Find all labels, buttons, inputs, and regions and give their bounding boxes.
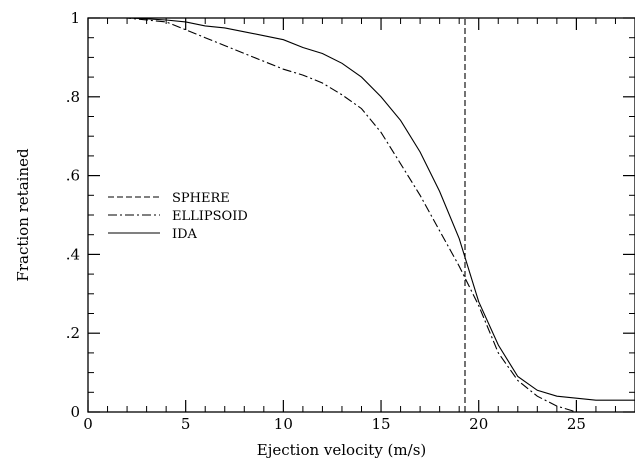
plot-frame xyxy=(87,17,635,413)
x-tick-label: 0 xyxy=(83,415,93,433)
x-tick-label: 15 xyxy=(371,415,390,433)
series-layer xyxy=(88,17,635,413)
legend-label: IDA xyxy=(172,227,198,242)
y-tick-label: 1 xyxy=(70,9,80,27)
y-axis-label: Fraction retained xyxy=(14,148,32,282)
legend-label: ELLIPSOID xyxy=(172,209,248,224)
x-tick-label: 5 xyxy=(181,415,191,433)
x-axis-label: Ejection velocity (m/s) xyxy=(257,441,427,459)
y-tick-label: .4 xyxy=(66,245,80,263)
legend-label: SPHERE xyxy=(172,191,230,206)
x-tick-label: 10 xyxy=(274,415,293,433)
x-tick-label: 20 xyxy=(469,415,488,433)
series-line-ida xyxy=(88,17,635,401)
y-tick-label: 0 xyxy=(70,403,80,421)
legend: SPHERE ELLIPSOID IDA xyxy=(108,191,248,242)
x-tick-label: 25 xyxy=(567,415,586,433)
y-tick-label: .2 xyxy=(66,324,80,342)
series-line-ellipsoid xyxy=(88,17,577,413)
y-tick-label: .8 xyxy=(66,88,80,106)
tick-labels: 0 5 10 15 20 25 0 .2 .4 .6 .8 1 xyxy=(66,9,586,433)
y-tick-label: .6 xyxy=(66,167,80,185)
